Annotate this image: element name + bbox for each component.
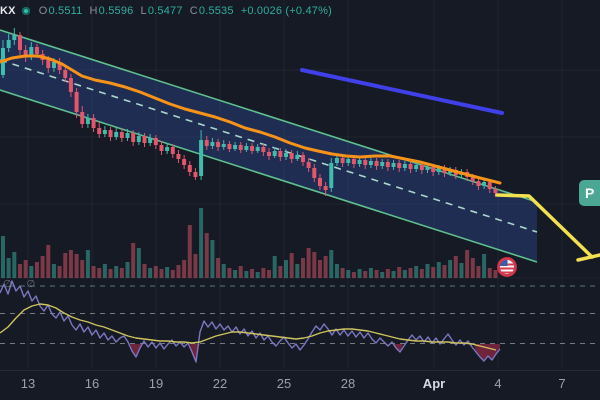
x-axis-label: 25 (276, 376, 292, 391)
x-axis-label: 28 (340, 376, 356, 391)
x-axis-label: 7 (558, 376, 566, 391)
x-axis-label: 16 (84, 376, 100, 391)
token-flag-logo-icon[interactable] (496, 256, 518, 278)
low-label: L (140, 5, 147, 17)
x-axis-label: 4 (494, 376, 502, 391)
open-label: O (38, 5, 48, 17)
x-axis-label: 13 (20, 376, 36, 391)
close-value: 0.5535 (198, 5, 234, 17)
symbol-text[interactable]: KX (0, 5, 16, 17)
x-axis-label: 19 (148, 376, 164, 391)
close-label: C (189, 5, 198, 17)
open-value: 0.5511 (48, 5, 83, 17)
time-axis[interactable]: 13 16 19 22 25 28 Apr 4 7 (0, 370, 600, 400)
high-label: H (89, 5, 98, 17)
ticker-bar: KX O 0.5511 H 0.5596 L 0.5477 C 0.5535 +… (0, 4, 332, 18)
low-value: 0.5477 (147, 5, 183, 17)
high-value: 0.5596 (98, 5, 134, 17)
change-value: +0.0026 (+0.47%) (240, 5, 332, 17)
publish-button[interactable]: P (579, 180, 600, 206)
x-axis-label: Apr (422, 376, 446, 391)
x-axis-label: 22 (212, 376, 228, 391)
indicator-legend-icons[interactable]: ∅ ∅ (3, 279, 42, 290)
market-status-dot-icon (21, 7, 30, 15)
